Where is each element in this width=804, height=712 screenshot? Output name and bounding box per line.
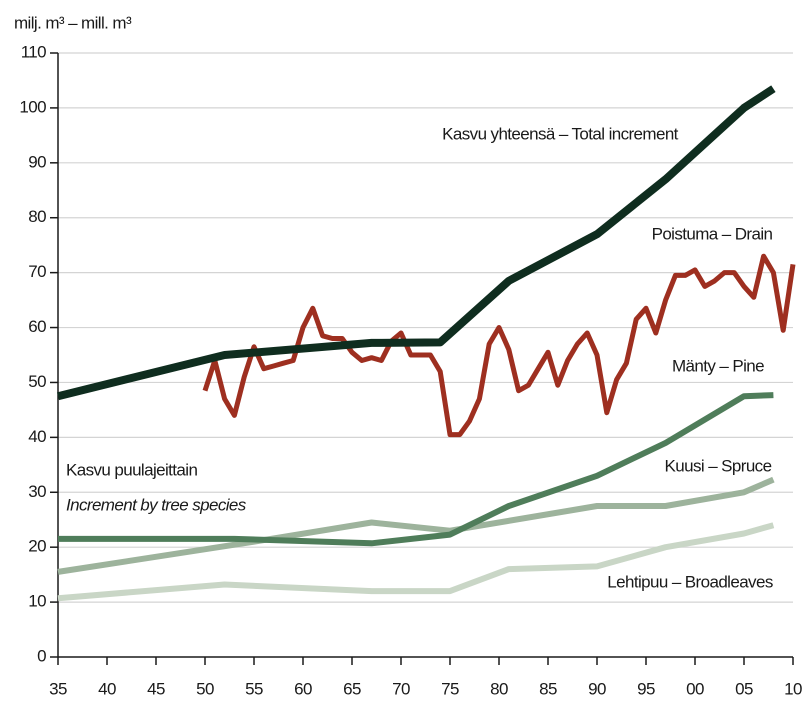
y-tick-label: 110 — [21, 42, 46, 61]
series-label: Kasvu yhteensä – Total increment — [442, 124, 679, 143]
series-label: Kuusi – Spruce — [665, 456, 772, 475]
series-label: Lehtipuu – Broadleaves — [607, 572, 773, 591]
series-line — [202, 253, 796, 438]
x-tick-label: 70 — [392, 679, 410, 698]
y-tick-label: 70 — [28, 262, 46, 281]
y-tick-label: 50 — [28, 372, 46, 391]
y-tick-label: 100 — [19, 97, 46, 116]
x-tick-label: 65 — [343, 679, 361, 698]
x-tick-label: 60 — [294, 679, 312, 698]
series-line — [58, 392, 774, 547]
x-tick-label: 75 — [441, 679, 459, 698]
series-line — [57, 476, 775, 575]
y-tick-label: 90 — [28, 152, 46, 171]
x-tick-label: 95 — [637, 679, 655, 698]
x-tick-label: 85 — [539, 679, 557, 698]
y-tick-label: 10 — [28, 592, 46, 611]
x-tick-label: 90 — [588, 679, 606, 698]
annotation: Increment by tree species — [66, 495, 247, 514]
y-tick-label: 20 — [28, 537, 46, 556]
y-tick-label: 60 — [28, 317, 46, 336]
x-tick-label: 00 — [686, 679, 704, 698]
y-axis-label: milj. m³ – mill. m³ — [14, 13, 132, 32]
series-line — [57, 522, 775, 602]
x-tick-label: 05 — [735, 679, 753, 698]
x-tick-label: 40 — [98, 679, 116, 698]
y-tick-label: 40 — [28, 427, 46, 446]
x-tick-label: 10 — [784, 679, 802, 698]
y-tick-label: 80 — [28, 207, 46, 226]
series-label: Poistuma – Drain — [652, 224, 773, 243]
y-tick-label: 30 — [28, 482, 46, 501]
x-tick-label: 55 — [245, 679, 263, 698]
x-tick-label: 45 — [147, 679, 165, 698]
series-line — [57, 85, 776, 401]
annotation: Kasvu puulajeittain — [66, 460, 197, 479]
y-tick-label: 0 — [37, 646, 46, 665]
x-tick-label: 35 — [49, 679, 67, 698]
series-label: Mänty – Pine — [672, 356, 764, 375]
x-tick-label: 80 — [490, 679, 508, 698]
x-tick-label: 50 — [196, 679, 214, 698]
